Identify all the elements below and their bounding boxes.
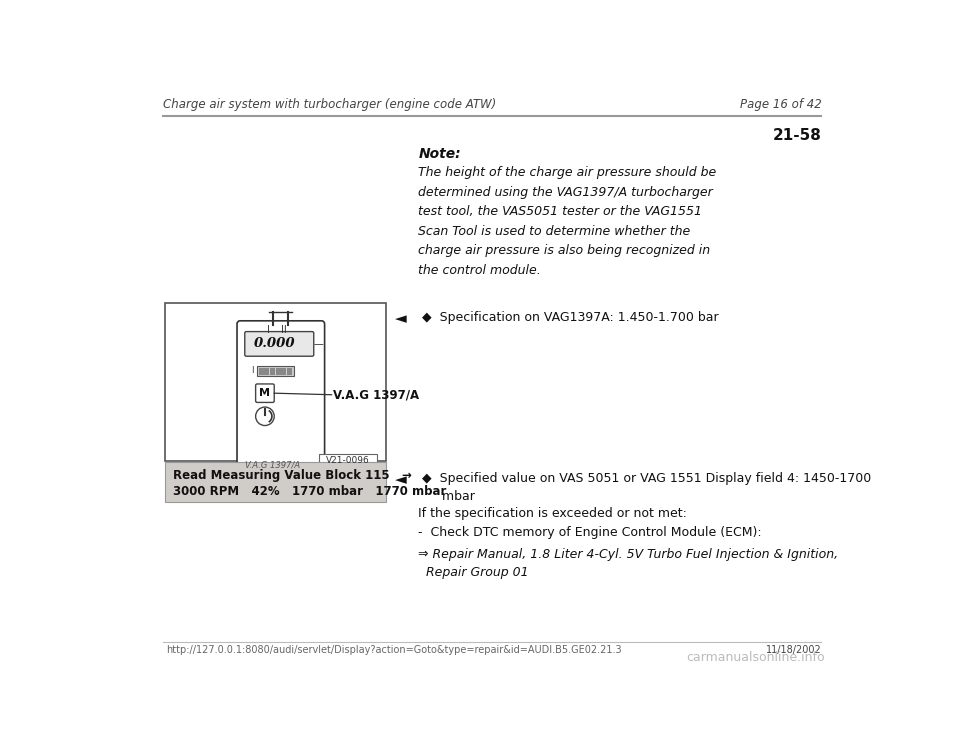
Bar (257, 367, 295, 376)
Text: Note:: Note: (419, 147, 461, 161)
Text: 11/18/2002: 11/18/2002 (766, 645, 822, 655)
Text: Charge air system with turbocharger (engine code ATW): Charge air system with turbocharger (eng… (162, 98, 496, 111)
Text: V21-0096: V21-0096 (326, 456, 370, 465)
Text: The height of the charge air pressure should be
determined using the VAG1397/A t: The height of the charge air pressure sh… (419, 166, 716, 277)
Text: carmanualsonline.info: carmanualsonline.info (686, 651, 825, 664)
Text: ⇒ Repair Manual, 1.8 Liter 4-Cyl. 5V Turbo Fuel Injection & Ignition,
  Repair G: ⇒ Repair Manual, 1.8 Liter 4-Cyl. 5V Tur… (419, 548, 838, 580)
FancyBboxPatch shape (255, 384, 275, 402)
Text: M: M (259, 388, 271, 398)
Text: I: I (251, 367, 253, 375)
Bar (264, 368, 270, 375)
FancyBboxPatch shape (319, 454, 376, 468)
FancyBboxPatch shape (237, 321, 324, 470)
Text: 21-58: 21-58 (773, 128, 822, 142)
Bar (281, 368, 286, 375)
Circle shape (255, 407, 275, 425)
Bar (287, 368, 292, 375)
Bar (165, 303, 386, 461)
Text: —: — (314, 339, 324, 349)
Text: I: I (268, 326, 270, 335)
Bar (165, 462, 386, 502)
Text: -  Check DTC memory of Engine Control Module (ECM):: - Check DTC memory of Engine Control Mod… (419, 525, 762, 539)
Text: ◆  Specified value on VAS 5051 or VAG 1551 Display field 4: 1450-1700
     mbar: ◆ Specified value on VAS 5051 or VAG 155… (422, 472, 872, 503)
Text: ◆  Specification on VAG1397A: 1.450-1.700 bar: ◆ Specification on VAG1397A: 1.450-1.700… (422, 311, 719, 324)
Text: 3000 RPM   42%   1770 mbar   1770 mbar: 3000 RPM 42% 1770 mbar 1770 mbar (173, 485, 446, 498)
Text: ◄: ◄ (395, 472, 407, 487)
Text: If the specification is exceeded or not met:: If the specification is exceeded or not … (419, 507, 687, 520)
Text: V.A.G 1397/A: V.A.G 1397/A (245, 460, 300, 469)
Bar (270, 368, 275, 375)
Text: Page 16 of 42: Page 16 of 42 (739, 98, 822, 111)
Text: ◄: ◄ (395, 311, 407, 326)
FancyBboxPatch shape (245, 332, 314, 356)
Text: II: II (281, 326, 287, 335)
Text: Read Measuring Value Block 115   →: Read Measuring Value Block 115 → (173, 470, 412, 482)
Bar (276, 368, 280, 375)
Bar (259, 368, 264, 375)
Text: http://127.0.0.1:8080/audi/servlet/Display?action=Goto&type=repair&id=AUDI.B5.GE: http://127.0.0.1:8080/audi/servlet/Displ… (166, 645, 622, 655)
Text: 0.000: 0.000 (254, 338, 296, 350)
Text: V.A.G 1397/A: V.A.G 1397/A (333, 388, 420, 401)
